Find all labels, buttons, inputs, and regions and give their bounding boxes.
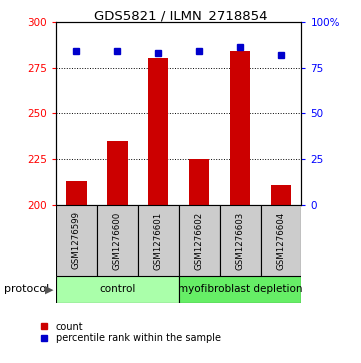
Text: protocol: protocol: [4, 285, 49, 294]
Bar: [219, 205, 261, 276]
Text: myofibroblast depletion: myofibroblast depletion: [178, 285, 302, 294]
Text: control: control: [99, 285, 135, 294]
Bar: [261, 205, 301, 276]
Bar: [56, 276, 179, 303]
Text: GSM1276600: GSM1276600: [113, 211, 122, 270]
Text: GDS5821 / ILMN_2718854: GDS5821 / ILMN_2718854: [94, 9, 267, 22]
Text: GSM1276603: GSM1276603: [236, 211, 244, 270]
Bar: [66, 181, 87, 205]
Bar: [230, 51, 250, 205]
Bar: [179, 276, 301, 303]
Bar: [107, 141, 127, 205]
Bar: [179, 205, 219, 276]
Bar: [271, 185, 291, 205]
Bar: [97, 205, 138, 276]
Bar: [189, 159, 209, 205]
Text: GSM1276602: GSM1276602: [195, 211, 204, 270]
Text: GSM1276599: GSM1276599: [72, 212, 81, 269]
Bar: [148, 58, 169, 205]
Bar: [138, 205, 179, 276]
Text: GSM1276601: GSM1276601: [154, 211, 163, 270]
Bar: [56, 205, 97, 276]
Text: GSM1276604: GSM1276604: [277, 211, 286, 270]
Legend: count, percentile rank within the sample: count, percentile rank within the sample: [36, 318, 225, 347]
Text: ▶: ▶: [44, 285, 53, 294]
